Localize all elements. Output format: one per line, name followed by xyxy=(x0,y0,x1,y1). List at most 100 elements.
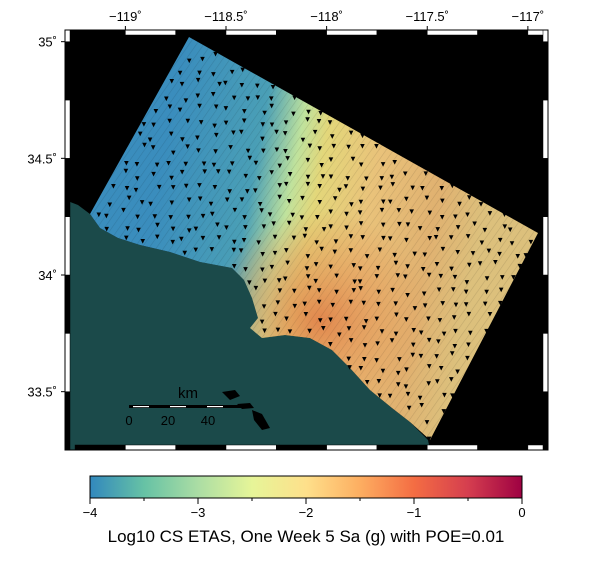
station-marker xyxy=(179,169,185,175)
frame-band xyxy=(64,29,71,42)
station-marker xyxy=(177,107,183,113)
station-marker xyxy=(440,198,445,204)
station-marker xyxy=(155,234,160,240)
station-marker xyxy=(377,247,383,253)
station-marker xyxy=(438,273,444,279)
station-markers xyxy=(96,51,534,442)
station-marker xyxy=(224,197,230,203)
station-marker xyxy=(511,275,516,280)
station-marker xyxy=(487,311,493,317)
station-marker xyxy=(271,221,276,226)
station-marker xyxy=(104,213,109,219)
station-marker xyxy=(436,287,442,293)
station-marker xyxy=(484,328,489,334)
station-marker xyxy=(426,436,432,442)
station-marker xyxy=(451,315,457,320)
station-marker xyxy=(304,266,310,271)
frame-band xyxy=(74,444,126,451)
station-marker xyxy=(376,301,381,307)
station-marker xyxy=(426,316,431,322)
station-marker xyxy=(418,330,424,336)
station-marker xyxy=(426,272,432,278)
station-marker xyxy=(337,332,342,338)
station-marker xyxy=(463,289,469,295)
station-marker xyxy=(151,122,156,128)
station-marker xyxy=(484,276,490,281)
station-marker xyxy=(352,279,357,285)
station-marker xyxy=(198,120,204,125)
station-marker xyxy=(228,145,233,150)
colorbar-tick-label: −3 xyxy=(191,505,206,520)
station-marker xyxy=(292,95,297,101)
station-marker xyxy=(137,131,143,137)
station-marker xyxy=(262,328,267,334)
station-marker xyxy=(387,393,393,399)
station-marker xyxy=(433,234,439,240)
station-marker xyxy=(497,237,503,243)
station-marker xyxy=(364,380,370,385)
frame-band xyxy=(64,99,71,159)
colorbar-tick-label: 0 xyxy=(518,505,525,520)
station-marker xyxy=(299,215,305,221)
station-marker xyxy=(405,292,410,298)
station-marker xyxy=(502,224,508,229)
colorbar-tick-label: −1 xyxy=(407,505,422,520)
station-marker xyxy=(360,133,365,139)
station-marker xyxy=(193,247,199,253)
station-marker xyxy=(351,288,357,293)
station-marker xyxy=(439,214,445,220)
station-marker xyxy=(223,80,228,86)
station-marker xyxy=(321,326,326,331)
station-marker xyxy=(284,316,289,322)
lon-tick-label: −117.5˚ xyxy=(406,9,450,24)
station-marker xyxy=(239,197,245,202)
station-marker xyxy=(229,161,235,166)
station-marker xyxy=(412,306,418,311)
station-marker xyxy=(136,227,141,233)
station-marker xyxy=(276,278,282,283)
station-marker xyxy=(376,378,382,384)
station-marker xyxy=(434,354,439,359)
station-marker xyxy=(423,171,429,177)
station-marker xyxy=(328,224,333,230)
frame-band xyxy=(64,333,71,392)
station-marker xyxy=(253,188,258,193)
station-marker xyxy=(523,253,529,258)
station-marker xyxy=(406,405,412,411)
lon-tick-label: −118.5˚ xyxy=(204,9,248,24)
station-marker xyxy=(380,222,386,228)
station-marker xyxy=(499,275,505,280)
station-marker xyxy=(345,176,351,181)
station-marker xyxy=(243,225,248,230)
frame-band xyxy=(64,158,71,217)
frame-band xyxy=(326,29,378,36)
frame-band xyxy=(542,29,549,42)
station-marker xyxy=(216,235,222,240)
frame-band xyxy=(542,274,549,334)
station-marker xyxy=(318,111,324,116)
station-marker xyxy=(215,222,220,228)
station-marker xyxy=(426,381,431,386)
station-marker xyxy=(124,185,130,191)
station-marker xyxy=(412,251,417,257)
station-marker xyxy=(315,214,320,220)
station-marker xyxy=(256,176,262,181)
frame-band xyxy=(427,444,478,451)
station-marker xyxy=(437,318,443,323)
station-marker xyxy=(405,391,411,397)
station-marker xyxy=(245,148,251,154)
station-marker xyxy=(360,235,366,240)
station-marker xyxy=(275,300,281,305)
frame-band xyxy=(175,444,227,451)
station-marker xyxy=(291,288,297,294)
frame-band xyxy=(542,158,549,217)
station-marker xyxy=(238,248,244,253)
frame-band xyxy=(74,29,126,36)
station-marker xyxy=(441,409,447,414)
station-marker xyxy=(283,148,288,154)
station-marker xyxy=(313,278,319,284)
station-marker xyxy=(197,70,202,76)
station-marker xyxy=(168,215,174,220)
station-marker xyxy=(170,185,176,190)
station-marker xyxy=(403,384,409,389)
